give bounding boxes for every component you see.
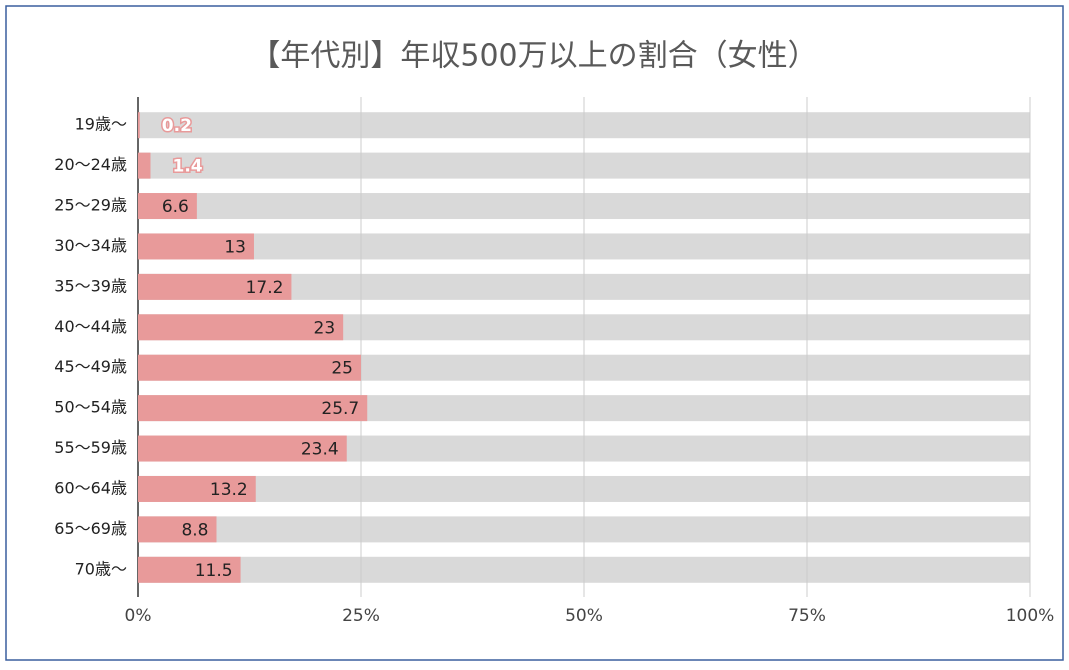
value-label: 23.4 [301, 440, 339, 460]
y-tick-label: 35～39歳 [54, 276, 127, 295]
bar [138, 475, 256, 502]
bar [138, 395, 368, 422]
bar [138, 314, 344, 341]
value-label: 17.2 [246, 278, 284, 298]
x-tick-label: 75% [788, 606, 826, 626]
x-tick-label: 50% [565, 606, 603, 626]
x-tick-label: 25% [342, 606, 380, 626]
value-label: 1.4 [172, 157, 202, 177]
chart-title: 【年代別】年収500万以上の割合（女性） [250, 39, 817, 74]
y-tick-label: 25～29歳 [54, 196, 127, 215]
value-label: 23 [314, 318, 336, 338]
bar [138, 435, 347, 462]
value-label: 6.6 [162, 197, 189, 217]
bar [138, 516, 217, 543]
y-tick-label: 45～49歳 [54, 357, 127, 376]
y-tick-label: 65～69歳 [54, 519, 127, 538]
bar [138, 152, 151, 179]
y-tick-label: 30～34歳 [54, 236, 127, 255]
x-tick-label: 100% [1006, 606, 1055, 626]
bar [138, 273, 292, 300]
y-tick-label: 40～44歳 [54, 317, 127, 336]
bar [138, 233, 254, 260]
y-tick-label: 19歳～ [75, 115, 127, 134]
y-tick-label: 55～59歳 [54, 438, 127, 457]
y-tick-label: 60～64歳 [54, 478, 127, 497]
value-label: 25 [331, 359, 353, 379]
value-label: 13.2 [210, 480, 248, 500]
value-label: 0.2 [162, 116, 192, 136]
y-tick-label: 20～24歳 [54, 155, 127, 174]
value-label: 8.8 [181, 520, 208, 540]
x-tick-label: 0% [125, 606, 152, 626]
bar [138, 112, 140, 139]
y-tick-label: 50～54歳 [54, 398, 127, 417]
value-label: 13 [224, 237, 246, 257]
value-label: 25.7 [321, 399, 359, 419]
bar [138, 354, 361, 381]
value-label: 11.5 [195, 561, 233, 581]
bar [138, 193, 197, 220]
y-tick-label: 70歳～ [75, 559, 127, 578]
bar [138, 556, 241, 583]
